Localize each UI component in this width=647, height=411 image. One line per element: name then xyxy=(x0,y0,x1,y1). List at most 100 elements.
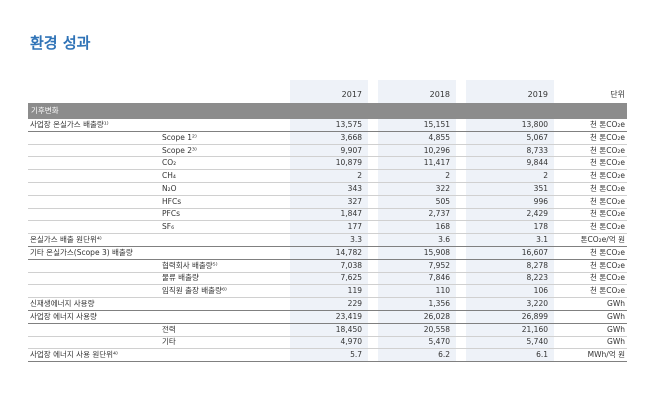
row-label: 사업장 온실가스 배출량¹⁾ xyxy=(30,119,109,129)
value-2019: 6.1 xyxy=(466,349,554,362)
row-sublabel: Scope 2³⁾ xyxy=(162,145,197,155)
table-row: 신재생에너지 사용량 229 1,356 3,220 GWh xyxy=(28,298,627,311)
row-sublabel: 임직원 출장 배출량⁶⁾ xyxy=(162,286,227,296)
row-label xyxy=(28,273,158,285)
row-unit: GWh xyxy=(607,299,625,309)
table-row: HFCs 327 505 996 천 톤CO₂e xyxy=(28,195,627,209)
row-unit: 천 톤CO₂e xyxy=(590,158,625,168)
row-label xyxy=(28,183,158,195)
value-2018: 505 xyxy=(378,195,456,208)
header-2019: 2019 xyxy=(466,80,554,103)
value-2019: 3,220 xyxy=(466,298,554,310)
value-2017: 327 xyxy=(290,195,368,208)
value-2019: 16,607 xyxy=(466,246,554,259)
value-2018: 5,470 xyxy=(378,336,456,349)
value-2017: 343 xyxy=(290,182,368,195)
table-row: 전력 18,450 20,558 21,160 GWh xyxy=(28,323,627,337)
row-unit: 천 톤CO₂e xyxy=(590,145,625,155)
table-row: 기타 온실가스(Scope 3) 배출량 14,782 15,908 16,607 천 … xyxy=(28,246,627,260)
table-row: 임직원 출장 배출량⁶⁾ 119 110 106 천 톤CO₂e xyxy=(28,285,627,299)
value-2019: 3.1 xyxy=(466,234,554,246)
value-2019: 9,844 xyxy=(466,157,554,170)
row-unit: 천 톤CO₂e xyxy=(590,260,625,270)
value-2018: 7,952 xyxy=(378,259,456,272)
row-unit: 천 톤CO₂e xyxy=(590,196,625,206)
value-2017: 7,625 xyxy=(290,272,368,285)
row-unit: 천 톤CO₂e xyxy=(590,247,625,257)
table-row: 물류 배출량 7,625 7,846 8,223 천 톤CO₂e xyxy=(28,272,627,286)
section-header-climate: 기후변화 xyxy=(28,103,627,119)
row-label xyxy=(28,260,158,272)
table-row: 사업장 에너지 사용 원단위⁴⁾ 5.7 6.2 6.1 MWh/억 원 xyxy=(28,349,627,363)
table-row: PFCs 1,847 2,737 2,429 천 톤CO₂e xyxy=(28,208,627,222)
row-sublabel xyxy=(158,234,288,246)
value-2019: 178 xyxy=(466,221,554,234)
row-sublabel: CO₂ xyxy=(162,158,177,168)
row-unit: 천 톤CO₂e xyxy=(590,183,625,193)
value-2019: 996 xyxy=(466,195,554,208)
header-2018: 2018 xyxy=(378,80,456,103)
value-2017: 5.7 xyxy=(290,349,368,362)
table-row: 사업장 에너지 사용량 23,419 26,028 26,899 GWh xyxy=(28,310,627,324)
table-row: Scope 2³⁾ 9,907 10,296 8,733 천 톤CO₂e xyxy=(28,144,627,158)
value-2017: 3,668 xyxy=(290,131,368,144)
value-2019: 5,067 xyxy=(466,131,554,144)
row-sublabel: PFCs xyxy=(162,209,180,219)
row-label: 온실가스 배출 원단위⁴⁾ xyxy=(30,235,102,245)
row-sublabel xyxy=(158,119,288,131)
row-sublabel: SF₆ xyxy=(162,222,175,232)
value-2018: 6.2 xyxy=(378,349,456,362)
header-unit: 단위 xyxy=(610,90,625,99)
value-2018: 11,417 xyxy=(378,157,456,170)
row-sublabel: 기타 xyxy=(162,337,176,347)
value-2019: 8,223 xyxy=(466,272,554,285)
row-label: 사업장 에너지 사용량 xyxy=(30,311,97,321)
value-2017: 10,879 xyxy=(290,157,368,170)
value-2019: 8,278 xyxy=(466,259,554,272)
row-sublabel xyxy=(158,247,288,259)
row-label xyxy=(28,324,158,336)
row-unit: GWh xyxy=(607,324,625,334)
row-label xyxy=(28,132,158,144)
value-2017: 13,575 xyxy=(290,119,368,131)
row-label: 기타 온실가스(Scope 3) 배출량 xyxy=(30,247,133,257)
table-row: 협력회사 배출량⁵⁾ 7,038 7,952 8,278 천 톤CO₂e xyxy=(28,259,627,273)
row-unit: MWh/억 원 xyxy=(587,350,625,360)
value-2017: 9,907 xyxy=(290,144,368,157)
row-unit: 천 톤CO₂e xyxy=(590,273,625,283)
value-2018: 7,846 xyxy=(378,272,456,285)
row-sublabel xyxy=(158,349,288,361)
value-2019: 26,899 xyxy=(466,310,554,323)
value-2018: 26,028 xyxy=(378,310,456,323)
value-2018: 2,737 xyxy=(378,208,456,221)
value-2019: 5,740 xyxy=(466,336,554,349)
row-unit: 천 톤CO₂e xyxy=(590,286,625,296)
value-2017: 1,847 xyxy=(290,208,368,221)
row-label xyxy=(28,145,158,157)
value-2019: 351 xyxy=(466,182,554,195)
row-label xyxy=(28,157,158,169)
row-unit: 천 톤CO₂e xyxy=(590,222,625,232)
row-label xyxy=(28,209,158,221)
row-label: 신재생에너지 사용량 xyxy=(30,299,95,309)
table-row: N₂O 343 322 351 천 톤CO₂e xyxy=(28,182,627,196)
value-2019: 106 xyxy=(466,285,554,298)
row-sublabel xyxy=(158,298,288,310)
row-label xyxy=(28,170,158,182)
value-2018: 3.6 xyxy=(378,234,456,246)
value-2017: 2 xyxy=(290,170,368,182)
value-2019: 8,733 xyxy=(466,144,554,157)
table-row: Scope 1²⁾ 3,668 4,855 5,067 천 톤CO₂e xyxy=(28,131,627,145)
row-sublabel: N₂O xyxy=(162,183,177,193)
table-row: 사업장 온실가스 배출량¹⁾ 13,575 15,151 13,800 천 톤CO₂e xyxy=(28,119,627,132)
value-2018: 322 xyxy=(378,182,456,195)
value-2018: 110 xyxy=(378,285,456,298)
value-2018: 15,151 xyxy=(378,119,456,131)
value-2018: 1,356 xyxy=(378,298,456,310)
row-label xyxy=(28,196,158,208)
row-label xyxy=(28,221,158,233)
row-sublabel: 협력회사 배출량⁵⁾ xyxy=(162,260,218,270)
value-2019: 13,800 xyxy=(466,119,554,131)
row-label xyxy=(28,337,158,349)
row-unit: 톤CO₂e/억 원 xyxy=(580,235,625,245)
